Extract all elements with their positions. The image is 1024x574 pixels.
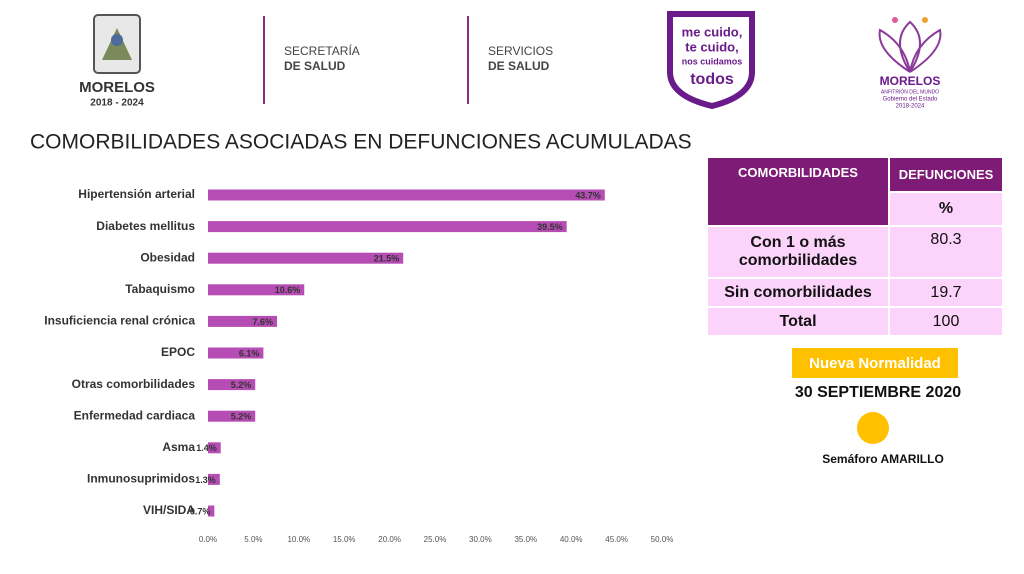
value-label: 0.7%	[190, 506, 211, 516]
phase-box	[792, 348, 958, 378]
x-tick-label: 0.0%	[199, 535, 217, 544]
phase: Nueva Normalidad	[809, 355, 941, 372]
value-label: 39.5%	[537, 222, 563, 232]
department: DE SALUD	[284, 59, 346, 73]
table-cell: 100	[890, 308, 1002, 335]
light-label: Semáforo AMARILLO	[822, 452, 944, 466]
bar	[208, 284, 305, 296]
y-tick-label: VIH/SIDA	[143, 503, 195, 517]
value-label: 1.3%	[195, 475, 216, 485]
table-cell: Con 1 o más comorbilidades	[708, 227, 888, 277]
x-tick-label: 25.0%	[424, 535, 447, 544]
x-tick-label: 15.0%	[333, 535, 356, 544]
value-label: 10.6%	[275, 285, 301, 295]
x-tick-label: 35.0%	[514, 535, 537, 544]
table-cell: 80.3	[890, 227, 1002, 277]
flower-logo	[878, 17, 942, 73]
department: SECRETARÍA	[284, 43, 360, 58]
bar	[208, 189, 605, 201]
department: SERVICIOS	[488, 44, 553, 58]
table-header: COMORBILIDADES	[708, 158, 888, 225]
bar	[208, 473, 220, 485]
x-tick-label: 10.0%	[287, 535, 310, 544]
value-label: 21.5%	[374, 254, 400, 264]
bar	[208, 505, 215, 517]
x-tick-label: 5.0%	[244, 535, 262, 544]
table: COMORBILIDADES DEFUNCIONES % Con 1 o más…	[706, 156, 1004, 337]
y-tick-label: Diabetes mellitus	[96, 219, 195, 233]
logo-name: MORELOS	[880, 74, 941, 88]
value-label: 43.7%	[575, 190, 601, 200]
table-cell: 19.7	[890, 279, 1002, 306]
bar	[208, 221, 567, 233]
bar	[208, 442, 221, 454]
y-tick-label: Obesidad	[140, 250, 195, 264]
y-tick-label: Inmunosuprimidos	[87, 472, 195, 486]
value-label: 7.6%	[252, 317, 273, 327]
bar	[208, 252, 404, 264]
department: DE SALUD	[488, 59, 550, 73]
logo-line: Gobierno del Estado	[883, 97, 938, 103]
y-tick-label: EPOC	[161, 345, 195, 359]
value-label: 1.4%	[196, 443, 217, 453]
logo-line: 2018-2024	[896, 104, 925, 110]
y-tick-label: Asma	[162, 440, 195, 454]
x-tick-label: 40.0%	[560, 535, 583, 544]
y-tick-label: Insuficiencia renal crónica	[44, 314, 195, 328]
x-tick-label: 50.0%	[651, 535, 674, 544]
date: 30 SEPTIEMBRE 2020	[795, 384, 961, 401]
chart-title: COMORBILIDADES ASOCIADAS EN DEFUNCIONES …	[30, 131, 692, 154]
value-label: 6.1%	[239, 348, 260, 358]
campaign-text: te cuido,	[685, 39, 738, 54]
bar	[208, 315, 278, 327]
campaign-text: todos	[690, 71, 734, 88]
y-tick-label: Hipertensión arterial	[78, 187, 195, 201]
y-tick-label: Enfermedad cardiaca	[74, 408, 196, 422]
campaign-badge	[667, 11, 755, 110]
value-label: 5.2%	[231, 412, 252, 422]
logo-name: MORELOS	[79, 79, 155, 96]
campaign-text: me cuido,	[682, 24, 743, 39]
traffic-light	[857, 412, 889, 444]
bar	[208, 347, 264, 359]
table-cell: Sin comorbilidades	[708, 279, 888, 306]
x-tick-label: 20.0%	[378, 535, 401, 544]
state-shield	[93, 14, 141, 74]
x-tick-label: 30.0%	[469, 535, 492, 544]
bar	[208, 379, 256, 391]
y-tick-label: Otras comorbilidades	[72, 377, 196, 391]
bar	[208, 410, 256, 422]
logo-period: 2018 - 2024	[90, 98, 144, 109]
table-cell: Total	[708, 308, 888, 335]
x-tick-label: 45.0%	[605, 535, 628, 544]
value-label: 5.2%	[231, 380, 252, 390]
table-header: DEFUNCIONES	[890, 158, 1002, 191]
table-unit: %	[890, 192, 1002, 225]
y-tick-label: Tabaquismo	[125, 282, 195, 296]
logo-tagline: ANFITRIÓN DEL MUNDO	[881, 88, 939, 95]
campaign-text: nos cuidamos	[682, 56, 743, 66]
